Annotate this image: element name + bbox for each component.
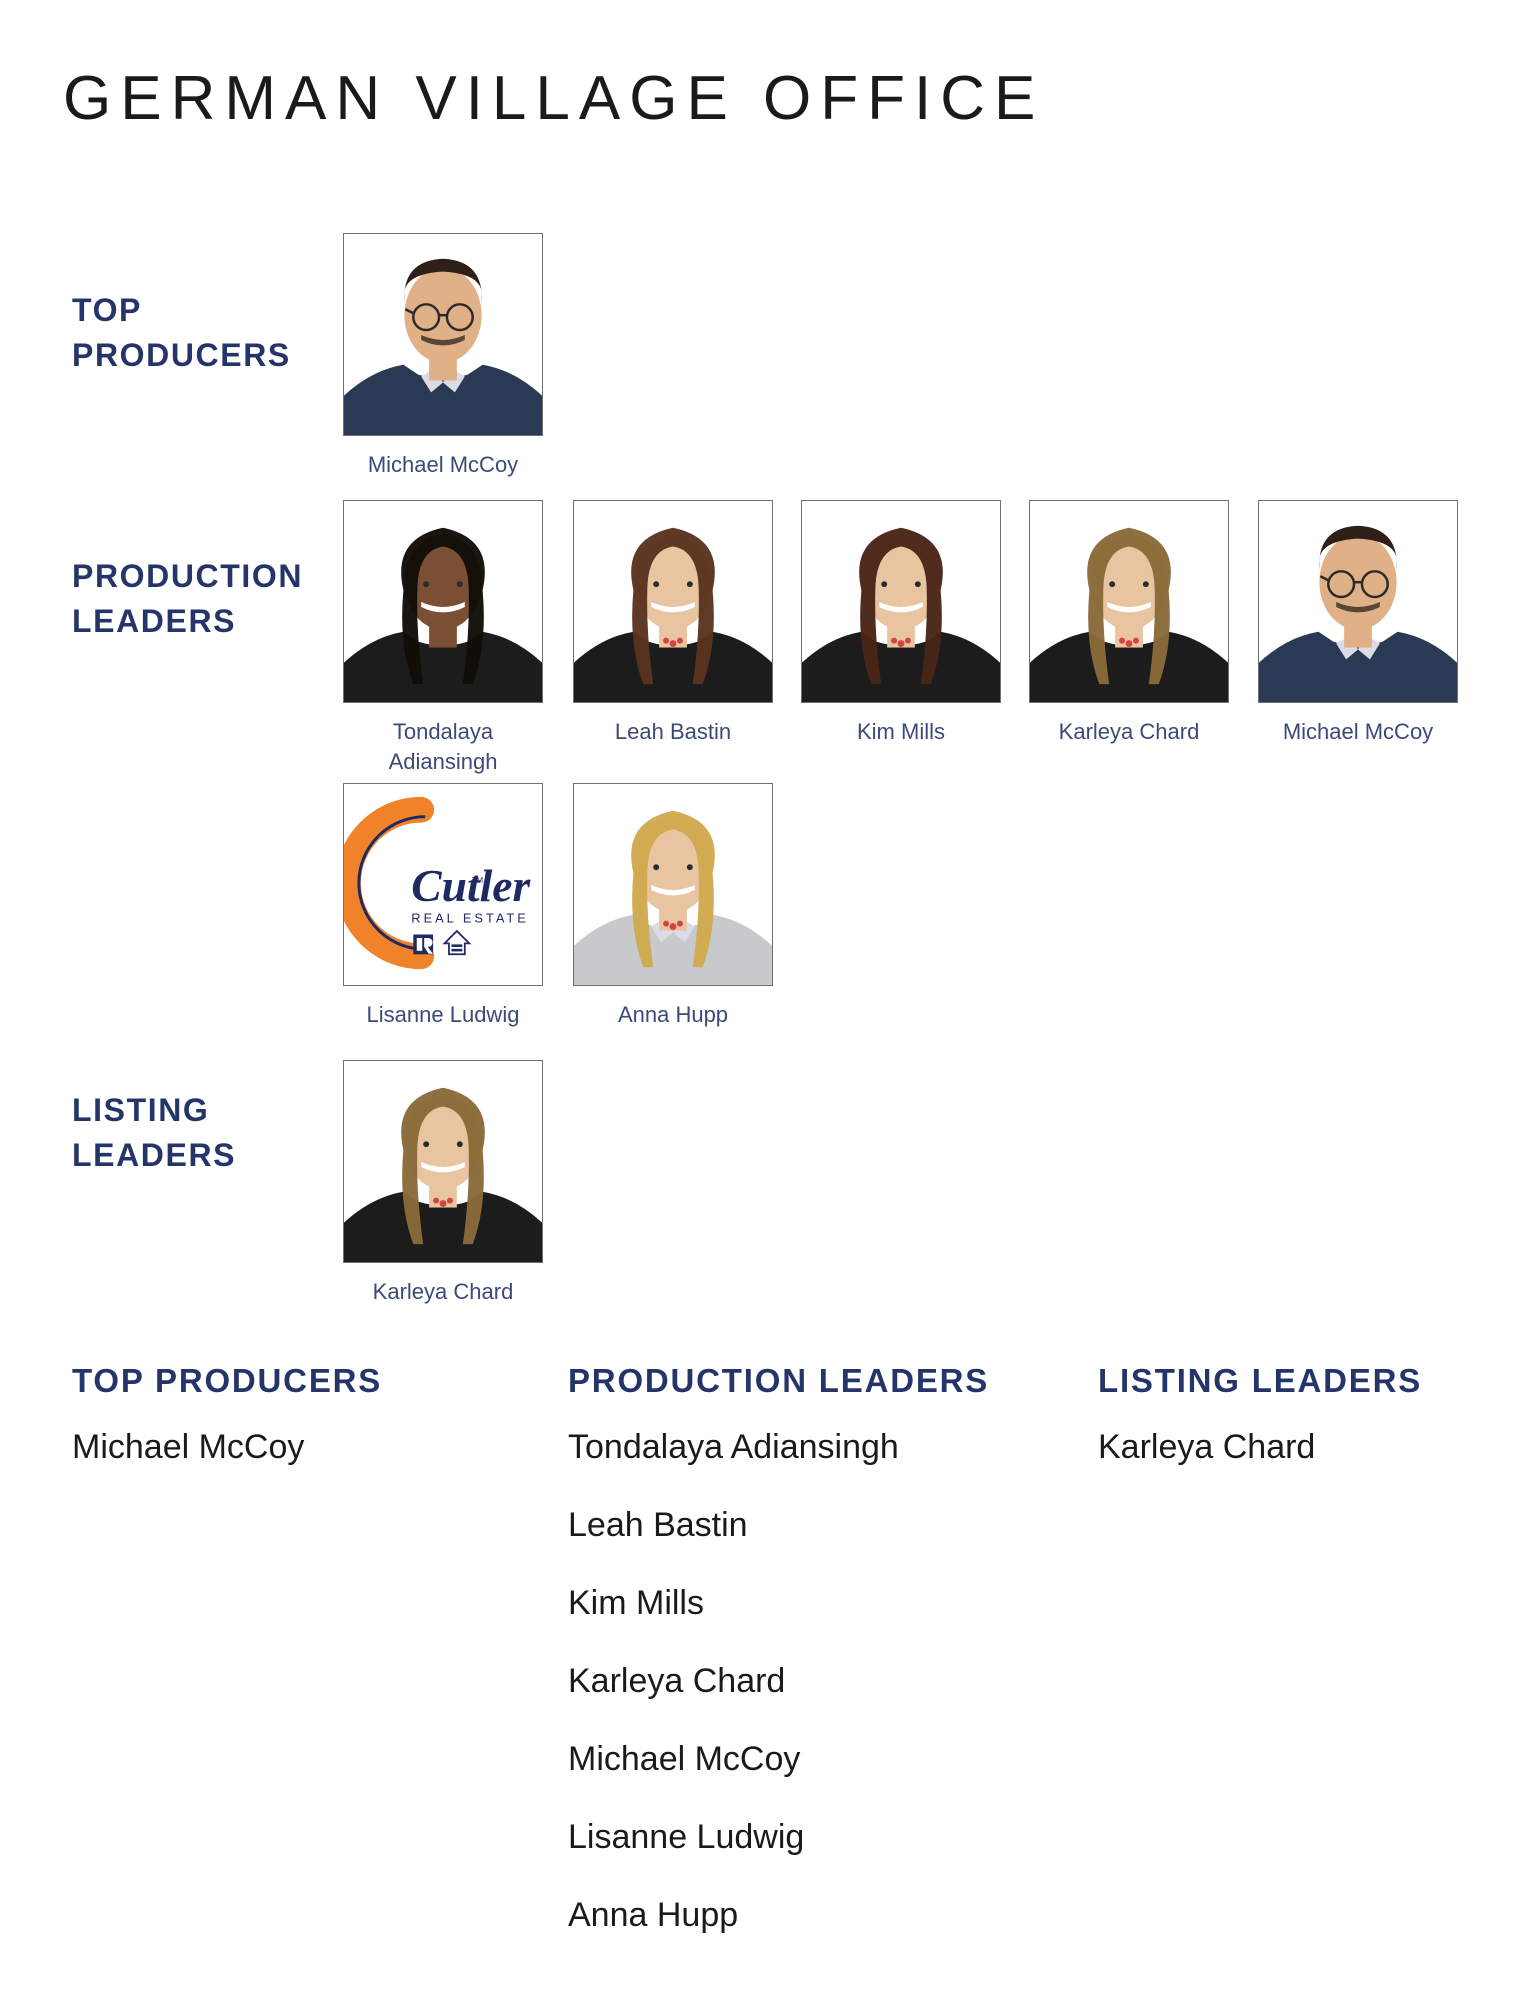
svg-text:TM: TM <box>472 876 483 885</box>
svg-text:REAL ESTATE: REAL ESTATE <box>411 911 528 926</box>
svg-text:Cutler: Cutler <box>411 860 531 911</box>
